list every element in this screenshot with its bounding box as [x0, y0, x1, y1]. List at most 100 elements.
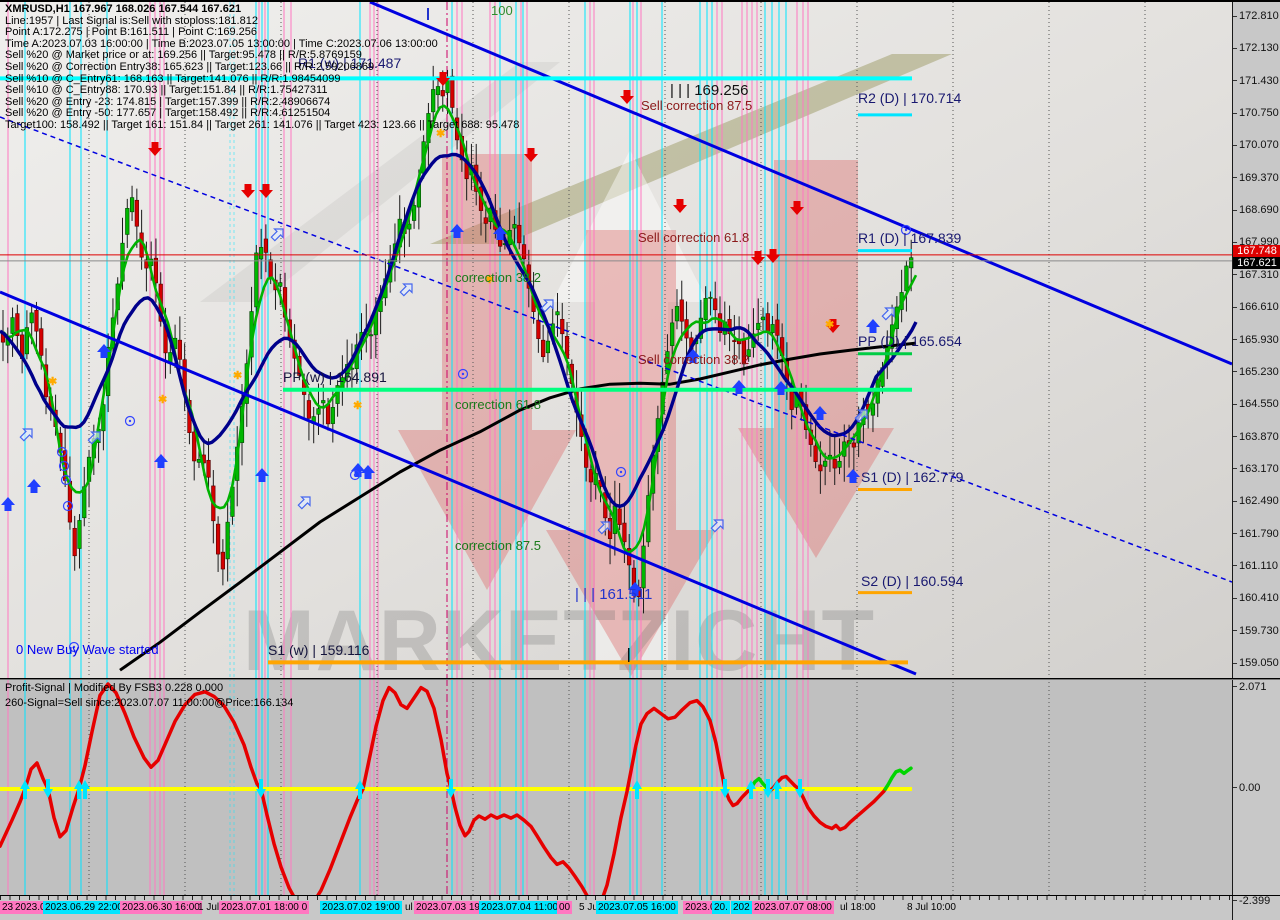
- chart-info-text-block: XMRUSD,H1 167.967 168.026 167.544 167.62…: [5, 3, 520, 132]
- circle-marker-dot: [461, 372, 465, 376]
- osc-cross-up-icon: [20, 780, 30, 799]
- trend-line: [369, 2, 1232, 366]
- osc-cross-down-icon: [43, 779, 53, 798]
- star-icon: ✱: [485, 274, 494, 286]
- level-label-s1d: S1 (D) | 162.779: [861, 469, 964, 485]
- candle-body: [818, 464, 823, 472]
- candle-body: [703, 297, 708, 321]
- candle-body: [321, 400, 326, 404]
- indicator-tick-label: 0.00: [1239, 782, 1261, 794]
- level-label-r1d: R1 (D) | 167.839: [858, 230, 962, 246]
- hollow-arrow-icon: [597, 521, 611, 535]
- sell-arrow-icon: [790, 201, 804, 215]
- circle-marker-icon: [124, 415, 136, 427]
- chart-info-line: Sell %10 @ C_Entry61: 168.163 || Target:…: [5, 72, 341, 85]
- indicator-tick-label: 2.071: [1239, 681, 1267, 693]
- time-axis-label: 2023.0: [13, 901, 48, 914]
- buy-arrow-icon: [846, 469, 860, 483]
- circle-marker-icon: [58, 460, 70, 472]
- price-tick-mark: [1233, 500, 1237, 502]
- oscillator-pane-canvas[interactable]: [0, 678, 1232, 895]
- price-tick-mark: [1233, 597, 1237, 599]
- candle-body: [674, 306, 680, 322]
- osc-cross-down-icon: [763, 779, 773, 798]
- chart-info-line: Line:1957 | Last Signal is:Sell with sto…: [5, 14, 258, 27]
- buy-arrow-icon: [351, 463, 365, 477]
- hollow-arrow-icon: [270, 228, 284, 242]
- price-tick-label: 170.070: [1239, 139, 1279, 152]
- candle-body: [622, 522, 627, 543]
- candle-body: [411, 205, 417, 221]
- price-tick-mark: [1233, 274, 1237, 276]
- candle-body: [368, 334, 374, 337]
- time-axis-label: 00: [557, 901, 573, 914]
- candle-body: [541, 339, 546, 358]
- price-tick-mark: [1233, 565, 1237, 567]
- candle-body: [216, 523, 221, 555]
- osc-cross-down-icon: [720, 779, 730, 798]
- sell-correction-875-label: Sell correction 87.5: [641, 98, 753, 113]
- osc-cross-up-icon: [355, 780, 365, 799]
- price-tick-mark: [1233, 533, 1237, 535]
- price-tick-label: 169.370: [1239, 171, 1279, 184]
- candle-body: [10, 317, 15, 334]
- correction-618-label: correction 61.8: [455, 397, 541, 412]
- bid-price-box: 167.748: [1233, 245, 1280, 257]
- star-icon: ✱: [233, 370, 242, 382]
- candle-body: [278, 282, 283, 287]
- candle-body: [670, 322, 675, 346]
- osc-cross-up-icon: [74, 780, 84, 799]
- candle-body: [24, 327, 30, 355]
- candle-body: [717, 313, 723, 333]
- candle-body: [560, 318, 565, 335]
- candle-body: [555, 311, 560, 316]
- buy-arrow-icon: [628, 582, 642, 596]
- price-axis[interactable]: 172.810 172.130 171.430 170.750 170.070 169.3…: [1232, 2, 1280, 920]
- candle-body: [837, 460, 842, 468]
- pane-divider-shadow: [0, 679, 1280, 680]
- buy-arrow-icon: [255, 468, 269, 482]
- chart-info-line: Target100: 158.492 || Target 161: 151.84…: [5, 118, 520, 131]
- candle-body: [813, 445, 818, 462]
- candle-body: [832, 459, 837, 469]
- candle-body: [713, 298, 718, 311]
- price-tick-label: 160.410: [1239, 592, 1279, 605]
- buy-arrow-icon: [450, 224, 464, 238]
- pane-divider[interactable]: [0, 678, 1280, 679]
- fib-100-label: 100: [491, 3, 513, 18]
- time-axis-label: 2023.07.04 11:00: [479, 901, 561, 914]
- candle-body: [72, 527, 77, 557]
- candle-body: [407, 223, 412, 230]
- candle-body: [268, 259, 273, 279]
- price-tick-label: 161.790: [1239, 527, 1279, 540]
- buy-arrow-icon: [27, 479, 41, 493]
- candle-body: [129, 197, 135, 213]
- time-axis[interactable]: 23 2023.0 2023.06.29 22:00 2023.06.30 16:00…: [0, 896, 1280, 920]
- last-price-box: 167.621: [1233, 257, 1280, 269]
- price-tick-mark: [1233, 15, 1237, 17]
- candle-body: [306, 400, 312, 419]
- candle-body: [641, 545, 646, 589]
- candle-body: [15, 313, 20, 337]
- candle-body: [909, 257, 914, 269]
- candle-body: [517, 224, 522, 244]
- candle-body: [765, 313, 770, 332]
- point-b-label: | | | 161.511: [575, 586, 653, 603]
- chart-info-line: XMRUSD,H1 167.967 168.026 167.544 167.62…: [5, 3, 242, 15]
- star-icon: ✱: [436, 128, 445, 140]
- correction-875-label: correction 87.5: [455, 538, 541, 553]
- price-tick-mark: [1233, 339, 1237, 340]
- circle-marker-dot: [62, 464, 66, 468]
- candle-body: [440, 90, 445, 97]
- price-chart-canvas[interactable]: MARKETZICHT ✱ ✱ ✱ ✱ ✱ ✱ ✱: [0, 2, 1232, 678]
- price-tick-label: 163.870: [1239, 430, 1279, 443]
- candle-body: [545, 340, 551, 354]
- candle-body: [431, 89, 436, 113]
- price-tick-mark: [1233, 306, 1237, 308]
- hollow-arrow-icon: [297, 496, 311, 510]
- circle-marker-icon: [900, 224, 912, 236]
- osc-cross-up-icon: [772, 780, 782, 799]
- candle-body: [450, 75, 455, 108]
- time-axis-label: 2023.07.03 19: [414, 901, 482, 914]
- trend-line: [0, 290, 917, 676]
